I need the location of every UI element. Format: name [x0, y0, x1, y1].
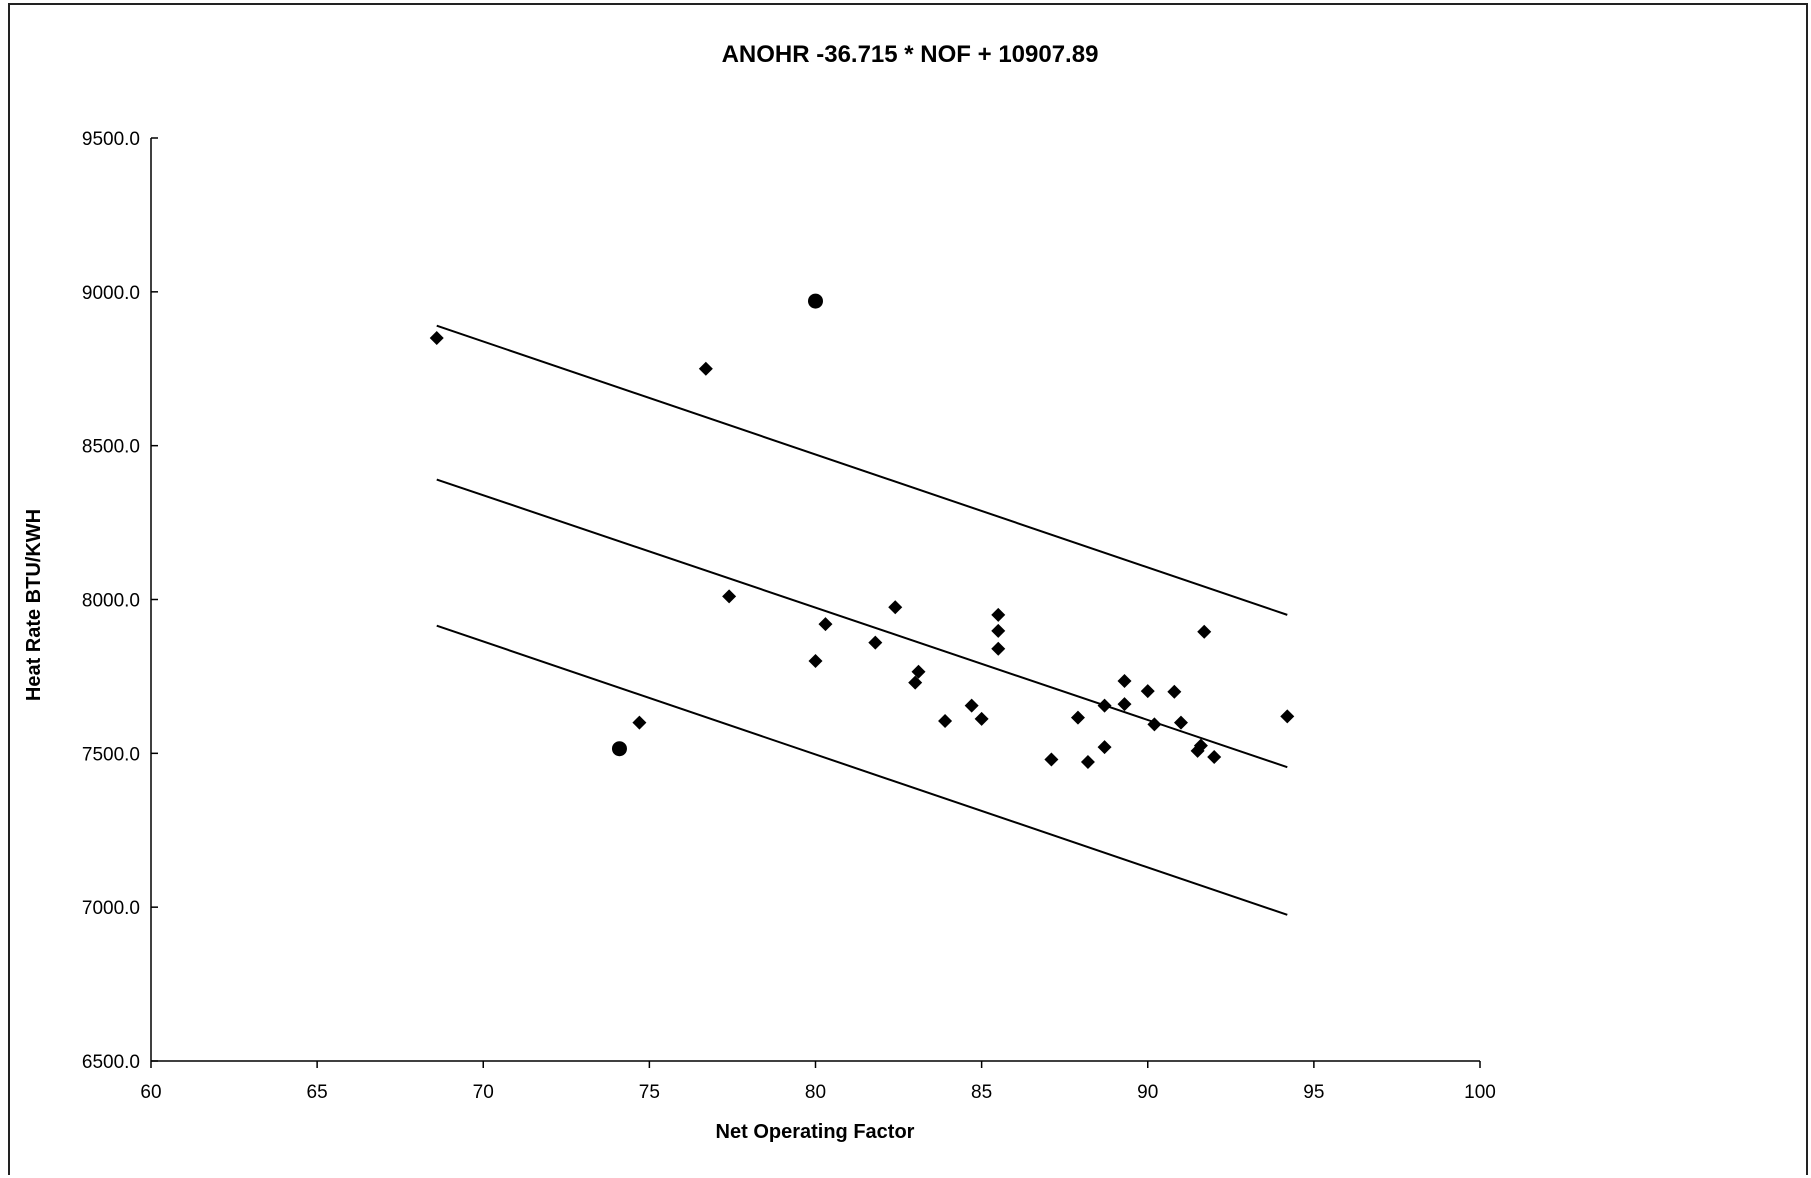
regression-lines: [436, 324, 1288, 916]
scatter-chart: ANOHR -36.715 * NOF + 10907.89 Net Opera…: [23, 41, 1496, 1143]
data-point: [991, 607, 1006, 622]
data-point: [911, 664, 926, 679]
x-tick-label: 60: [140, 1082, 161, 1103]
chart-title: ANOHR -36.715 * NOF + 10907.89: [722, 41, 1099, 68]
data-point: [722, 589, 737, 604]
data-point: [1140, 684, 1155, 699]
y-axis-label: Heat Rate BTU/KWH: [23, 509, 45, 701]
chart-frame: ANOHR -36.715 * NOF + 10907.89 Net Opera…: [8, 3, 1808, 1175]
data-point: [632, 715, 647, 730]
x-tick-label: 85: [971, 1082, 992, 1103]
data-point: [818, 617, 833, 632]
data-point: [991, 623, 1006, 638]
data-point: [1117, 697, 1132, 712]
data-point: [991, 641, 1006, 656]
x-tick-label: 75: [639, 1082, 660, 1103]
x-tick-label: 65: [307, 1082, 328, 1103]
data-point: [868, 635, 883, 650]
data-point: [888, 600, 903, 615]
data-point: [1080, 754, 1095, 769]
data-point: [808, 654, 823, 669]
data-points: [429, 293, 1295, 769]
y-tick-label: 7000.0: [82, 898, 140, 919]
data-point: [974, 711, 989, 726]
data-point: [429, 330, 444, 345]
data-point: [964, 698, 979, 713]
data-point: [1197, 624, 1212, 639]
data-point: [1193, 738, 1208, 753]
data-point: [698, 361, 713, 376]
y-tick-label: 8000.0: [82, 591, 140, 612]
x-tick-label: 100: [1464, 1082, 1496, 1103]
data-point: [938, 714, 953, 729]
data-point: [1097, 740, 1112, 755]
data-point: [1097, 698, 1112, 713]
y-tick-label: 9500.0: [82, 129, 140, 150]
x-tick-label: 70: [473, 1082, 494, 1103]
axes: 60 65 70 75 80 85 90 95 100 6500.0 7000.0 7500.0 800…: [82, 129, 1496, 1103]
data-point: [1044, 752, 1059, 767]
x-tick-label: 90: [1137, 1082, 1158, 1103]
lower-limit-line: [436, 624, 1288, 916]
y-tick-label: 7500.0: [82, 744, 140, 765]
data-point: [908, 675, 923, 690]
y-tick-label: 9000.0: [82, 283, 140, 304]
data-point: [1280, 709, 1295, 724]
x-tick-label: 95: [1303, 1082, 1324, 1103]
data-point: [1147, 717, 1162, 732]
data-point: [1070, 710, 1085, 725]
y-tick-label: 8500.0: [82, 437, 140, 458]
upper-limit-line: [436, 324, 1288, 616]
data-point: [1167, 684, 1182, 699]
data-point: [1207, 750, 1222, 765]
data-point: [1117, 674, 1132, 689]
x-axis-label: Net Operating Factor: [716, 1121, 915, 1143]
outlier-point: [611, 741, 627, 757]
x-tick-label: 80: [805, 1082, 826, 1103]
y-tick-label: 6500.0: [82, 1052, 140, 1073]
outlier-point: [808, 293, 823, 309]
regression-line: [436, 478, 1288, 769]
data-point: [1173, 715, 1188, 730]
